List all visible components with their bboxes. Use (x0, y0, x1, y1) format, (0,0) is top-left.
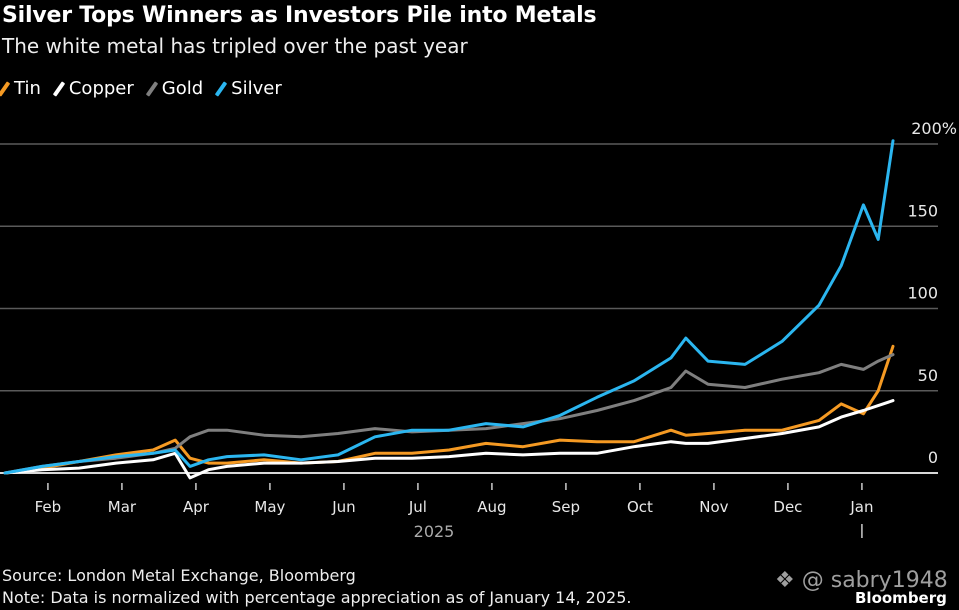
x-tick-label: Feb (35, 498, 62, 516)
legend-label-copper: Copper (68, 78, 134, 99)
legend-item-silver: Silver (214, 78, 282, 99)
series-line-tin (3, 344, 895, 475)
x-tick-label: Apr (183, 498, 210, 516)
chart-subtitle: The white metal has tripled over the pas… (2, 34, 468, 58)
x-tick-label: Jan (849, 498, 873, 516)
legend-label-gold: Gold (161, 78, 204, 99)
source-note: Source: London Metal Exchange, Bloomberg (2, 566, 356, 585)
watermark: ❖ @ sabry1948 (775, 568, 948, 593)
legend: Tin Copper Gold Silver (0, 78, 282, 99)
y-tick-label: 200% (911, 119, 957, 138)
legend-label-silver: Silver (231, 78, 282, 99)
y-tick-label: 100 (907, 284, 938, 303)
series-line-silver (3, 139, 895, 475)
line-chart: 0 50 100 150 200% Feb Mar Apr May Jun Jul Aug Sep Oct… (0, 119, 957, 541)
y-tick-label: 0 (928, 448, 938, 467)
legend-item-gold: Gold (145, 78, 204, 99)
x-tick-label: Sep (552, 498, 580, 516)
x-tick-label: Mar (108, 498, 137, 516)
x-tick-label: Jul (408, 498, 427, 516)
diamond-logo-icon: ❖ (775, 568, 795, 593)
x-tick-label: Nov (699, 498, 728, 516)
series-line-copper (3, 399, 895, 480)
legend-item-tin: Tin (0, 78, 41, 99)
watermark-text: @ sabry1948 (801, 568, 948, 593)
x-tick-label: Aug (477, 498, 506, 516)
x-tick-label: Dec (773, 498, 802, 516)
footnote: Note: Data is normalized with percentage… (2, 588, 632, 607)
x-tick-label: May (254, 498, 285, 516)
year-label: 2025 (414, 522, 455, 541)
chart-title: Silver Tops Winners as Investors Pile in… (2, 3, 597, 28)
x-tick-label: Oct (627, 498, 653, 516)
y-tick-label: 150 (907, 201, 938, 220)
legend-label-tin: Tin (14, 78, 41, 99)
y-tick-label: 50 (918, 366, 938, 385)
bloomberg-logo: Bloomberg (855, 589, 947, 607)
legend-item-copper: Copper (52, 78, 134, 99)
x-tick-label: Jun (331, 498, 355, 516)
